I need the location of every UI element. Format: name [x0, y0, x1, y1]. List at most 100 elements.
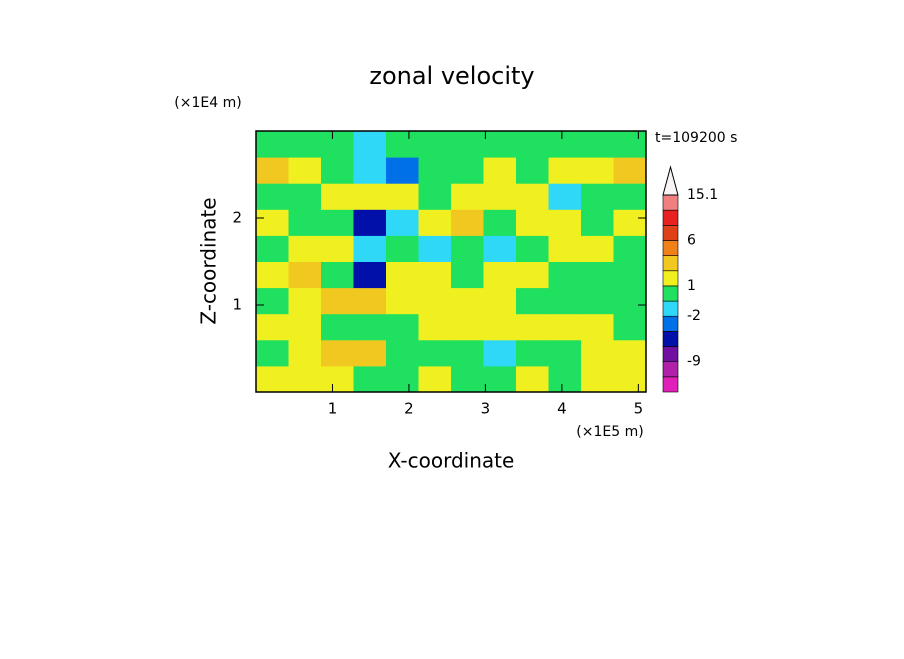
contour-cell	[288, 261, 322, 289]
contour-cell	[386, 261, 419, 289]
contour-cell	[548, 339, 582, 367]
contour-cell	[256, 365, 289, 393]
contour-cell	[386, 157, 419, 184]
colorbar-label: -9	[687, 354, 701, 370]
contour-cell	[548, 131, 582, 158]
contour-cell	[288, 339, 322, 367]
colorbar-segment	[662, 300, 679, 317]
contour-cell	[613, 339, 647, 367]
contour-cell	[613, 365, 647, 393]
contour-cell	[451, 287, 484, 315]
contour-cell	[451, 339, 484, 367]
colorbar-segment	[662, 194, 679, 211]
colorbar-segment	[662, 240, 679, 256]
contour-cell	[581, 209, 614, 236]
y-tick-label: 1	[232, 296, 242, 314]
contour-cell	[548, 261, 582, 289]
contour-cell	[581, 235, 614, 262]
contour-cell	[613, 157, 647, 184]
contour-cell	[321, 261, 354, 289]
x-tick-label: 2	[404, 400, 414, 418]
contour-cell	[451, 235, 484, 262]
contour-cell	[386, 339, 419, 367]
contour-cell	[613, 261, 647, 289]
colorbar-label: -2	[687, 308, 701, 324]
contour-cell	[256, 183, 289, 210]
colorbar-segment	[662, 270, 679, 287]
contour-cell	[321, 313, 354, 341]
contour-cell	[581, 365, 614, 393]
colorbar-over	[662, 165, 679, 196]
contour-cell	[418, 313, 452, 341]
colorbar-label: 15.1	[687, 187, 718, 203]
x-axis-label: X-coordinate	[388, 449, 515, 473]
contour-cell	[483, 339, 517, 367]
contour-cell	[483, 131, 517, 158]
contour-cell	[581, 131, 614, 158]
contour-cell	[451, 209, 484, 236]
chart-title: zonal velocity	[369, 62, 534, 90]
contour-cell	[516, 131, 549, 158]
colorbar-segment	[662, 376, 679, 393]
colorbar-segment	[662, 255, 679, 272]
contour-cell	[581, 287, 614, 315]
contour-cell	[386, 287, 419, 315]
contour-cell	[418, 365, 452, 393]
contour-cell	[288, 131, 322, 158]
contour-cell	[483, 261, 517, 289]
contour-cell	[451, 157, 484, 184]
contour-cell	[613, 287, 647, 315]
contour-cell	[451, 313, 484, 341]
contour-cell	[483, 235, 517, 262]
contour-cell	[451, 183, 484, 210]
contour-cell	[256, 209, 289, 236]
contour-cell	[483, 183, 517, 210]
x-tick-label: 5	[634, 400, 644, 418]
contour-cell	[418, 157, 452, 184]
contour-cell	[386, 183, 419, 210]
colorbar-segment	[662, 225, 679, 241]
y-axis-label: Z-coordinate	[197, 197, 221, 324]
contour-cell	[256, 235, 289, 262]
contour-cell	[516, 339, 549, 367]
contour-cell	[516, 313, 549, 341]
x-tick-label: 1	[328, 400, 338, 418]
contour-cell	[613, 313, 647, 341]
x-tick-label: 4	[557, 400, 567, 418]
contour-cell	[353, 365, 387, 393]
contour-cell	[353, 313, 387, 341]
contour-cell	[418, 235, 452, 262]
contour-cell	[418, 287, 452, 315]
contour-cell	[548, 235, 582, 262]
contour-cell	[256, 287, 289, 315]
y-tick-label: 2	[232, 209, 242, 227]
contour-cell	[386, 313, 419, 341]
colorbar-segment	[662, 285, 679, 302]
contour-cell	[418, 261, 452, 289]
contour-cell	[386, 235, 419, 262]
contour-cell	[386, 365, 419, 393]
contour-cell	[353, 339, 387, 367]
contour-cell	[613, 235, 647, 262]
contour-cell	[321, 235, 354, 262]
contour-cell	[321, 287, 354, 315]
contour-cell	[353, 183, 387, 210]
contour-cell	[288, 183, 322, 210]
colorbar-segment	[662, 361, 679, 378]
contour-cell	[288, 365, 322, 393]
plot-frame	[255, 130, 647, 393]
colorbar-label: 6	[687, 232, 696, 248]
contour-cell	[321, 209, 354, 236]
contour-cell	[288, 287, 322, 315]
x-tick-label: 3	[481, 400, 491, 418]
contour-cell	[516, 209, 549, 236]
contour-cell	[321, 131, 354, 158]
colorbar-segment	[662, 346, 679, 362]
contour-cell	[548, 313, 582, 341]
contour-cell	[516, 365, 549, 393]
contour-cell	[288, 313, 322, 341]
contour-cell	[353, 235, 387, 262]
contour-cell	[548, 209, 582, 236]
contour-cell	[256, 261, 289, 289]
